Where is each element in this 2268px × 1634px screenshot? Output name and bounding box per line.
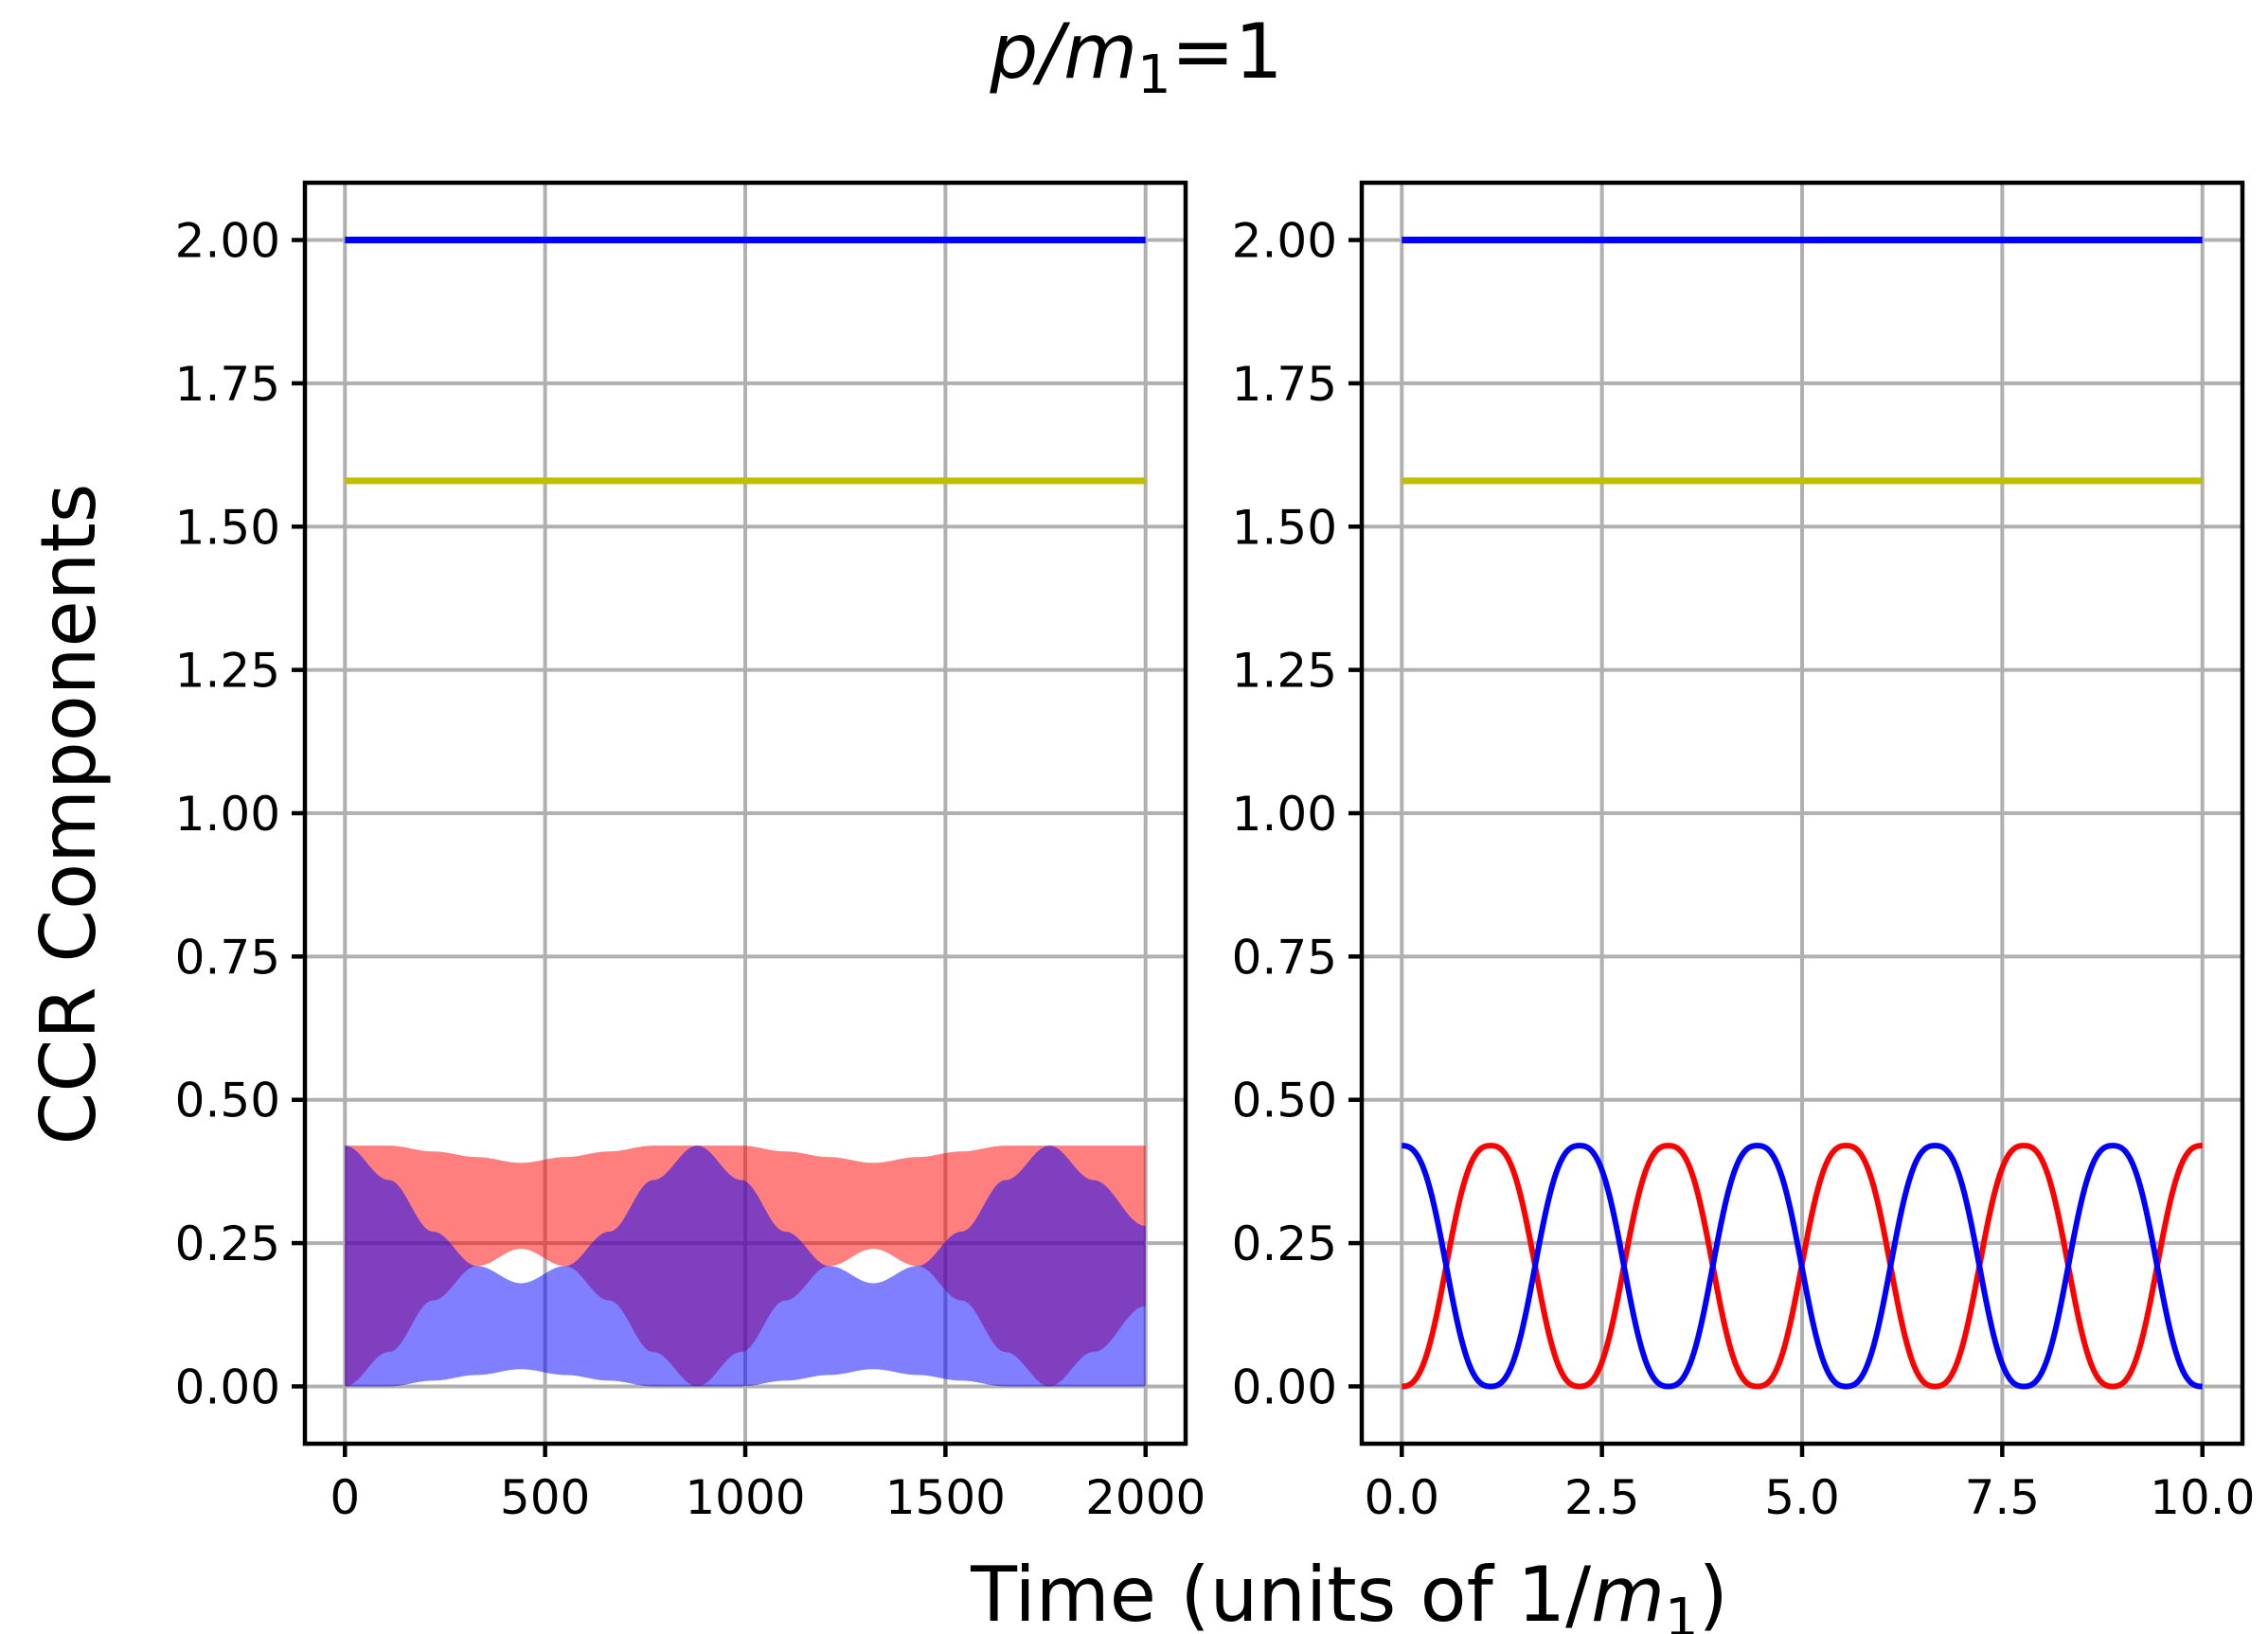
left-xtick-label-1: 500 (500, 1470, 590, 1525)
right-series-group (1402, 237, 2203, 1390)
left-ytick-label-4: 1.00 (175, 787, 280, 842)
x-axis-label: Time (units of 1/m1) (970, 1551, 1728, 1634)
left-xtick-label-2: 1000 (685, 1470, 805, 1525)
left-panel: 0.00 0.25 0.50 0.75 1.00 1.25 1.50 1.75 2.00 0 500… (175, 180, 1205, 1525)
right-xtick-label-2: 5.0 (1764, 1470, 1840, 1525)
figure-title: p/m1=1 (989, 8, 1282, 106)
right-ytick-label-6: 1.50 (1232, 500, 1337, 555)
right-ytick-label-4: 1.00 (1232, 787, 1337, 842)
right-xtick-label-4: 10.0 (2150, 1470, 2255, 1525)
right-panel: 0.00 0.25 0.50 0.75 1.00 1.25 1.50 1.75 2.00 0.0 2… (1232, 180, 2255, 1525)
xlabel-pre: Time (units of 1/ (970, 1551, 1591, 1634)
left-xtick-label-4: 2000 (1085, 1470, 1205, 1525)
right-ytick-label-3: 0.75 (1232, 930, 1337, 985)
xlabel-post: ) (1699, 1551, 1728, 1634)
left-xtick-label-0: 0 (330, 1470, 360, 1525)
left-ytick-label-6: 1.50 (175, 500, 280, 555)
title-rest: =1 (1171, 8, 1283, 96)
left-ytick-label-1: 0.25 (175, 1217, 280, 1271)
y-axis-label: CCR Components (25, 484, 113, 1146)
right-xtick-label-0: 0.0 (1365, 1470, 1440, 1525)
right-xtick-label-3: 7.5 (1965, 1470, 2041, 1525)
title-sub: 1 (1137, 44, 1171, 106)
right-xtick-label-1: 2.5 (1564, 1470, 1640, 1525)
left-ytick-label-5: 1.25 (175, 644, 280, 699)
right-series-blue-oscillation (1402, 1143, 2203, 1390)
right-ytick-label-8: 2.00 (1232, 214, 1337, 269)
xlabel-sub: 1 (1665, 1588, 1699, 1634)
right-ytick-label-5: 1.25 (1232, 644, 1337, 699)
title-italic: p/m (989, 8, 1137, 96)
right-ytick-label-2: 0.50 (1232, 1074, 1337, 1128)
left-ytick-label-7: 1.75 (175, 357, 280, 412)
right-ytick-label-0: 0.00 (1232, 1359, 1337, 1414)
left-ytick-label-3: 0.75 (175, 930, 280, 985)
right-ytick-label-1: 0.25 (1232, 1217, 1337, 1271)
left-xtick-label-3: 1500 (885, 1470, 1006, 1525)
xlabel-italic: m (1591, 1551, 1665, 1634)
left-series-group (345, 237, 1146, 1387)
left-series-blue-band (345, 1146, 1146, 1387)
left-ytick-label-0: 0.00 (175, 1359, 280, 1414)
right-ytick-label-7: 1.75 (1232, 357, 1337, 412)
left-ytick-label-8: 2.00 (175, 214, 280, 269)
left-ytick-label-2: 0.50 (175, 1074, 280, 1128)
